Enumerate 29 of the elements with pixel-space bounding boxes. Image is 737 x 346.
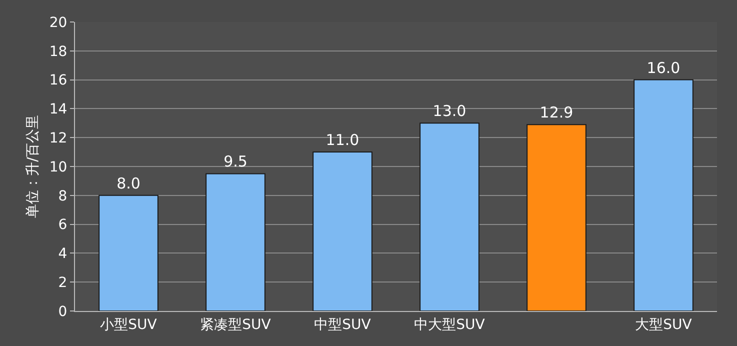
y-tick-label: 18 xyxy=(49,44,68,60)
y-tick-label: 0 xyxy=(58,304,68,320)
data-label: 11.0 xyxy=(326,131,360,150)
bar xyxy=(206,173,266,311)
y-axis-title: 单位：升/百公里 xyxy=(25,115,41,218)
y-tick-label: 2 xyxy=(58,275,68,291)
y-tick-label: 6 xyxy=(58,217,68,234)
bar xyxy=(634,79,694,311)
data-label: 9.5 xyxy=(224,152,248,171)
y-tick-label: 20 xyxy=(49,14,68,31)
y-tick-label: 4 xyxy=(58,246,68,262)
data-label: 12.9 xyxy=(540,104,574,122)
bar xyxy=(526,124,586,311)
x-tick-label: 紧凑型SUV xyxy=(200,316,272,333)
y-tick-label: 8 xyxy=(58,188,68,204)
x-tick-label: 中大型SUV xyxy=(414,316,486,333)
y-tick-label: 16 xyxy=(49,72,68,89)
y-tick-label: 10 xyxy=(49,159,68,176)
bar xyxy=(98,194,158,311)
x-tick-label: 中型SUV xyxy=(314,316,372,333)
bar xyxy=(420,122,480,311)
data-label: 13.0 xyxy=(432,102,466,120)
bar xyxy=(312,152,372,311)
y-tick-label: 14 xyxy=(49,102,68,118)
data-label: 8.0 xyxy=(116,174,140,192)
x-tick-label: 大型SUV xyxy=(635,316,692,333)
data-label: 16.0 xyxy=(646,58,680,77)
x-tick-label: 小型SUV xyxy=(100,316,158,333)
y-tick-label: 12 xyxy=(49,130,68,146)
